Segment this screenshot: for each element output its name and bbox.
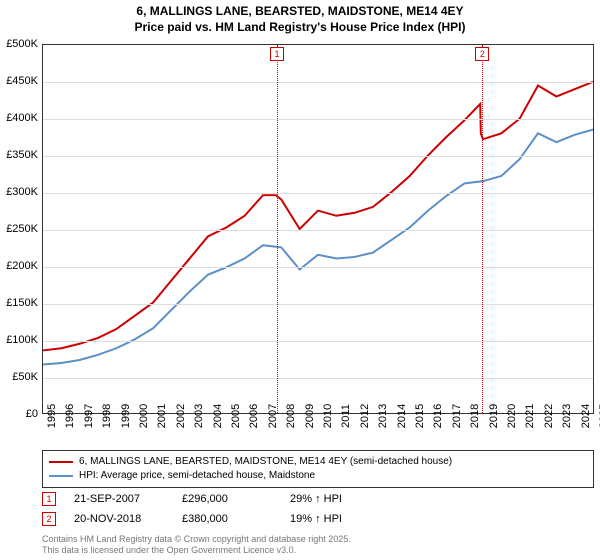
marker-badge-1: 1 bbox=[42, 492, 56, 506]
gridline-h bbox=[43, 119, 593, 120]
gridline-h bbox=[43, 267, 593, 268]
marker-date-1: 21-SEP-2007 bbox=[74, 493, 164, 505]
x-tick-label: 2016 bbox=[432, 404, 444, 428]
y-tick-label: £50K bbox=[12, 371, 38, 383]
y-tick-label: £500K bbox=[6, 38, 38, 50]
x-tick-label: 2002 bbox=[175, 404, 187, 428]
x-tick-label: 2003 bbox=[193, 404, 205, 428]
gridline-h bbox=[43, 304, 593, 305]
x-tick-label: 1995 bbox=[46, 404, 58, 428]
x-tick-label: 2017 bbox=[451, 404, 463, 428]
x-tick-label: 2019 bbox=[488, 404, 500, 428]
series-line-0 bbox=[43, 82, 593, 351]
y-tick-label: £350K bbox=[6, 149, 38, 161]
title-line-1: 6, MALLINGS LANE, BEARSTED, MAIDSTONE, M… bbox=[0, 4, 600, 20]
chart-marker-badge: 1 bbox=[270, 47, 284, 61]
legend-item-2: HPI: Average price, semi-detached house,… bbox=[49, 469, 587, 483]
x-tick-label: 1998 bbox=[101, 404, 113, 428]
x-tick-label: 2006 bbox=[248, 404, 260, 428]
x-tick-label: 2001 bbox=[156, 404, 168, 428]
y-tick-label: £0 bbox=[26, 408, 38, 420]
y-tick-label: £200K bbox=[6, 260, 38, 272]
x-tick-label: 2021 bbox=[524, 404, 536, 428]
x-tick-label: 2004 bbox=[212, 404, 224, 428]
legend-label-2: HPI: Average price, semi-detached house,… bbox=[79, 469, 315, 483]
x-tick-label: 2011 bbox=[340, 404, 352, 428]
x-tick-label: 2007 bbox=[267, 404, 279, 428]
series-line-1 bbox=[43, 130, 593, 365]
attribution-line-1: Contains HM Land Registry data © Crown c… bbox=[42, 534, 351, 545]
x-tick-label: 2024 bbox=[580, 404, 592, 428]
x-tick-label: 2005 bbox=[230, 404, 242, 428]
marker-date-2: 20-NOV-2018 bbox=[74, 513, 164, 525]
marker-row-1: 1 21-SEP-2007 £296,000 29% ↑ HPI bbox=[42, 492, 594, 506]
y-tick-label: £100K bbox=[6, 334, 38, 346]
legend: 6, MALLINGS LANE, BEARSTED, MAIDSTONE, M… bbox=[42, 450, 594, 488]
gridline-h bbox=[43, 378, 593, 379]
x-tick-label: 2023 bbox=[561, 404, 573, 428]
marker-row-2: 2 20-NOV-2018 £380,000 19% ↑ HPI bbox=[42, 512, 594, 526]
marker-price-2: £380,000 bbox=[182, 513, 272, 525]
y-tick-label: £250K bbox=[6, 223, 38, 235]
legend-swatch-1 bbox=[49, 461, 73, 463]
marker-delta-2: 19% ↑ HPI bbox=[290, 513, 380, 525]
y-tick-label: £300K bbox=[6, 186, 38, 198]
legend-label-1: 6, MALLINGS LANE, BEARSTED, MAIDSTONE, M… bbox=[79, 455, 452, 469]
attribution: Contains HM Land Registry data © Crown c… bbox=[42, 534, 351, 556]
gridline-h bbox=[43, 193, 593, 194]
chart-container: 6, MALLINGS LANE, BEARSTED, MAIDSTONE, M… bbox=[0, 0, 600, 560]
x-tick-label: 2014 bbox=[396, 404, 408, 428]
x-tick-label: 2010 bbox=[322, 404, 334, 428]
x-tick-label: 2022 bbox=[543, 404, 555, 428]
gridline-h bbox=[43, 82, 593, 83]
chart-plot-area: 12 bbox=[42, 44, 594, 414]
marker-badge-2: 2 bbox=[42, 512, 56, 526]
x-tick-label: 2015 bbox=[414, 404, 426, 428]
x-tick-label: 1996 bbox=[64, 404, 76, 428]
x-tick-label: 2013 bbox=[377, 404, 389, 428]
x-tick-label: 2009 bbox=[304, 404, 316, 428]
legend-item-1: 6, MALLINGS LANE, BEARSTED, MAIDSTONE, M… bbox=[49, 455, 587, 469]
marker-price-1: £296,000 bbox=[182, 493, 272, 505]
x-tick-label: 2008 bbox=[285, 404, 297, 428]
x-tick-label: 1999 bbox=[120, 404, 132, 428]
x-tick-label: 2020 bbox=[506, 404, 518, 428]
gridline-h bbox=[43, 341, 593, 342]
marker-line bbox=[277, 45, 278, 413]
attribution-line-2: This data is licensed under the Open Gov… bbox=[42, 545, 351, 556]
marker-delta-1: 29% ↑ HPI bbox=[290, 493, 380, 505]
x-tick-label: 2000 bbox=[138, 404, 150, 428]
legend-swatch-2 bbox=[49, 475, 73, 477]
marker-line bbox=[482, 45, 483, 413]
x-tick-label: 2018 bbox=[469, 404, 481, 428]
y-tick-label: £150K bbox=[6, 297, 38, 309]
x-tick-label: 2012 bbox=[359, 404, 371, 428]
y-tick-label: £450K bbox=[6, 75, 38, 87]
x-tick-label: 1997 bbox=[83, 404, 95, 428]
chart-svg bbox=[43, 45, 593, 413]
y-tick-label: £400K bbox=[6, 112, 38, 124]
gridline-h bbox=[43, 156, 593, 157]
chart-marker-badge: 2 bbox=[475, 47, 489, 61]
title-line-2: Price paid vs. HM Land Registry's House … bbox=[0, 20, 600, 36]
gridline-h bbox=[43, 230, 593, 231]
title-block: 6, MALLINGS LANE, BEARSTED, MAIDSTONE, M… bbox=[0, 0, 600, 37]
